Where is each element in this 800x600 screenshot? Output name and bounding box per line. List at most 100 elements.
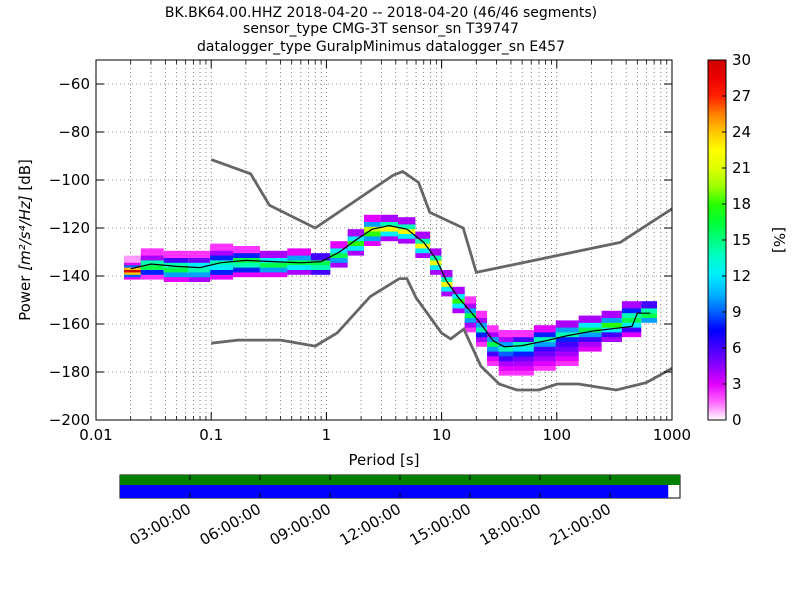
density-cell xyxy=(464,325,477,333)
density-cell xyxy=(513,349,534,357)
density-cell xyxy=(513,344,534,352)
density-cell xyxy=(476,315,488,323)
density-cell xyxy=(533,363,556,371)
colorbar: 0 3 6 9 12 15 18 21 24 27 30 [%] xyxy=(707,51,788,429)
density-cell xyxy=(578,315,602,323)
density-cell xyxy=(555,349,579,357)
noise-model-curves xyxy=(210,158,673,392)
density-cell xyxy=(641,315,658,323)
density-cell xyxy=(210,262,234,270)
density-cell xyxy=(364,234,381,242)
colorbar-tick-label: 6 xyxy=(732,339,742,357)
coverage-tick-label: 15:00:00 xyxy=(407,500,474,549)
density-cell xyxy=(487,339,499,347)
density-cell xyxy=(233,250,260,258)
density-cell xyxy=(513,330,534,338)
density-cell xyxy=(578,320,602,328)
psd-plot-area: 0.01 0.1 1 10 100 1000 −200 −180 −160 −140 −120 −1… xyxy=(16,59,691,469)
density-cell xyxy=(380,224,398,232)
y-axis-label-suffix: [dB] xyxy=(16,159,34,195)
density-cell xyxy=(464,301,477,309)
density-cell xyxy=(188,265,211,273)
density-cell xyxy=(210,248,234,256)
density-cell xyxy=(397,226,416,234)
density-cell xyxy=(464,310,477,318)
density-cell xyxy=(476,339,488,347)
density-cell xyxy=(533,330,556,338)
density-cell xyxy=(310,267,331,275)
x-axis-label: Period [s] xyxy=(348,451,419,469)
density-cell xyxy=(533,354,556,362)
coverage-tick-label: 18:00:00 xyxy=(477,500,544,549)
density-cell xyxy=(555,334,579,342)
density-cell xyxy=(487,354,499,362)
density-cell xyxy=(397,231,416,239)
mode-curve xyxy=(130,224,651,348)
density-cell xyxy=(163,250,189,258)
density-cell xyxy=(233,260,260,268)
density-cell xyxy=(380,214,398,222)
density-cell xyxy=(555,344,579,352)
density-cell xyxy=(415,246,431,254)
density-cell xyxy=(415,241,431,249)
y-tick-label: −100 xyxy=(49,171,90,189)
density-cell xyxy=(347,234,365,242)
density-cell xyxy=(621,310,642,318)
density-cell xyxy=(140,267,164,275)
density-cell xyxy=(601,334,622,342)
density-cell xyxy=(578,339,602,347)
colorbar-tick-label: 15 xyxy=(732,231,751,249)
coverage-tick-label: 12:00:00 xyxy=(337,500,404,549)
plot-frame xyxy=(95,59,673,421)
density-cell xyxy=(487,344,499,352)
density-cell xyxy=(233,246,260,254)
colorbar-tick-label: 30 xyxy=(732,51,751,69)
density-cell xyxy=(452,301,465,309)
colorbar-tick-label: 9 xyxy=(732,303,742,321)
density-cell xyxy=(287,258,311,266)
density-cell xyxy=(347,243,365,251)
density-cell xyxy=(476,310,488,318)
y-tick-label: −60 xyxy=(58,75,90,93)
density-cell xyxy=(621,301,642,309)
y-tick-label: −140 xyxy=(49,267,90,285)
density-cell xyxy=(487,358,499,366)
density-cell xyxy=(163,265,189,273)
density-cell xyxy=(498,349,514,357)
density-cell xyxy=(210,253,234,261)
density-cell xyxy=(441,274,453,282)
density-cell xyxy=(124,255,141,263)
density-cell xyxy=(364,238,381,246)
density-cell xyxy=(330,250,348,258)
figure-title: BK.BK64.00.HHZ 2018-04-20 -- 2018-04-20 … xyxy=(165,5,597,55)
colorbar-label: [%] xyxy=(770,227,788,253)
density-cell xyxy=(330,255,348,263)
density-cell xyxy=(578,330,602,338)
density-cell xyxy=(163,274,189,282)
density-cell xyxy=(188,260,211,268)
density-cell xyxy=(621,325,642,333)
density-cell xyxy=(364,224,381,232)
data-coverage-bar: 03:00:00 06:00:00 09:00:00 12:00:00 15:00:00… xyxy=(119,474,681,549)
density-cell xyxy=(233,265,260,273)
density-cell xyxy=(330,241,348,249)
density-cell xyxy=(441,284,453,292)
density-cell xyxy=(555,325,579,333)
density-cell xyxy=(498,334,514,342)
density-cell xyxy=(513,339,534,347)
noise-model-nlnm xyxy=(211,277,673,392)
density-cell xyxy=(163,270,189,278)
density-cell xyxy=(210,267,234,275)
density-cell xyxy=(347,238,365,246)
density-cell xyxy=(259,270,288,278)
density-cell xyxy=(476,330,488,338)
density-cell xyxy=(287,253,311,261)
density-cell xyxy=(441,270,453,278)
colorbar-tick-label: 3 xyxy=(732,375,742,393)
y-axis-label-prefix: Power xyxy=(16,271,34,321)
density-cell xyxy=(140,258,164,266)
density-cell xyxy=(330,246,348,254)
density-cell xyxy=(498,339,514,347)
density-cell xyxy=(441,289,453,297)
coverage-tick-label: 21:00:00 xyxy=(547,500,614,549)
